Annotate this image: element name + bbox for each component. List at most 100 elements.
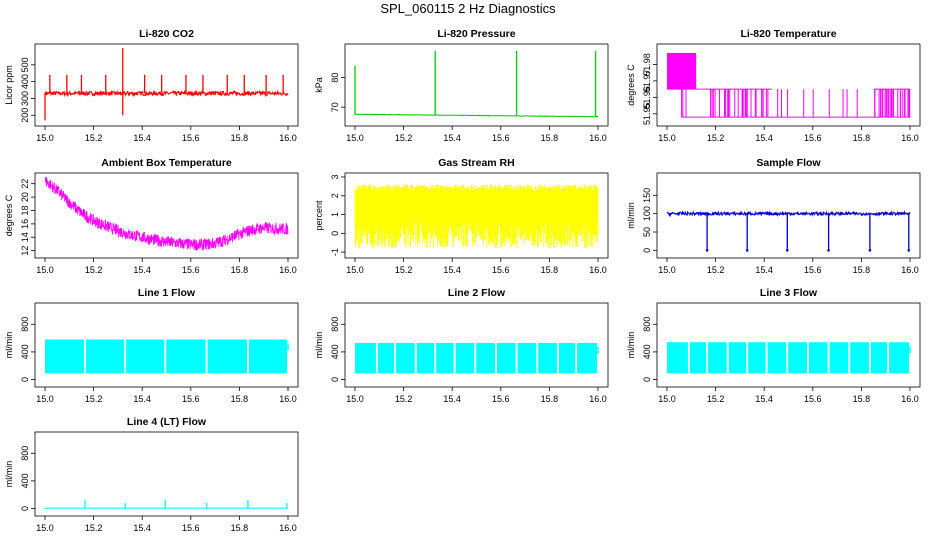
series-line-press [354,113,599,118]
plot-title-press: Li-820 Pressure [437,28,515,40]
flow-block-l1 [86,339,125,374]
y-axis-label-btemp: degrees C [4,194,14,236]
plot-title-btemp: Ambient Box Temperature [101,157,232,169]
figure-title: SPL_060115 2 Hz Diagnostics [380,1,556,16]
plot-frame-l2 [344,302,609,388]
y-tick-label-l4: 800 [20,446,30,461]
plot-frame-btemp [34,172,299,259]
y-tick-label-l2: 800 [330,317,340,332]
y-axis-label-l3: ml/min [626,332,636,359]
x-tick-label-rh: 15.0 [346,265,364,275]
y-tick-label-l4: 0 [20,506,30,511]
x-tick-label-ltemp: 15.8 [853,133,871,143]
series-line-sflow [666,210,911,218]
x-tick-label-sflow: 15.4 [755,265,773,275]
flow-block-l3 [748,342,766,374]
x-tick-label-l3: 15.8 [853,394,871,404]
flow-block-l2 [355,342,376,374]
x-tick-label-l3: 15.0 [658,394,676,404]
y-tick-label-l1: 400 [20,344,30,359]
x-tick-label-l2: 15.4 [443,394,461,404]
dip-point-sflow [705,249,709,252]
y-tick-label-btemp: 18 [20,205,30,215]
x-tick-label-btemp: 15.6 [182,265,200,275]
x-tick-label-l4: 15.6 [182,523,200,533]
flow-block-l3 [708,342,727,374]
x-tick-label-press: 15.0 [346,133,364,143]
flow-block-l2 [496,342,516,374]
flow-block-l1 [45,339,85,374]
dip-point-sflow [907,249,911,252]
x-tick-label-sflow: 15.0 [658,265,676,275]
y-tick-label-rh: 3 [330,174,340,179]
plot-frame-ltemp [656,43,921,127]
x-tick-label-sflow: 15.2 [707,265,725,275]
y-tick-label-rh: -1 [330,248,340,256]
x-tick-label-l1: 16.0 [279,394,297,404]
flow-block-l3 [889,342,910,374]
x-tick-label-press: 15.4 [443,133,461,143]
plot-frame-sflow [656,172,921,259]
dip-point-sflow [868,249,872,252]
y-tick-label-btemp: 14 [20,232,30,242]
y-tick-label-l2: 0 [330,377,340,382]
x-tick-label-l1: 15.6 [182,394,200,404]
plot-title-rh: Gas Stream RH [438,157,514,169]
plot-title-l3: Line 3 Flow [760,287,818,299]
x-tick-label-l1: 15.0 [36,394,54,404]
y-axis-label-l2: ml/min [314,332,324,359]
dip-point-sflow [785,249,789,252]
x-tick-label-l4: 16.0 [279,523,297,533]
x-tick-label-ltemp: 15.2 [707,133,725,143]
x-tick-label-l4: 15.4 [133,523,151,533]
plot-frame-press [344,43,609,127]
y-axis-label-press: kPa [314,77,324,93]
x-tick-label-press: 15.6 [492,133,510,143]
x-tick-label-l4: 15.8 [231,523,249,533]
plot-title-l4: Line 4 (LT) Flow [127,416,207,428]
x-tick-label-l2: 15.0 [346,394,364,404]
flow-block-l2 [436,342,454,374]
x-tick-label-ltemp: 15.0 [658,133,676,143]
y-tick-label-l3: 0 [642,377,652,382]
y-tick-label-sflow: 50 [642,227,652,237]
x-tick-label-l4: 15.2 [85,523,103,533]
flow-block-l3 [850,342,869,374]
plot-title-sflow: Sample Flow [756,157,821,169]
y-axis-label-sflow: ml/min [626,202,636,229]
x-tick-label-sflow: 15.6 [804,265,822,275]
y-tick-label-ltemp: 51.97 [642,70,652,93]
y-tick-label-rh: 0 [330,231,340,236]
flow-block-l3 [829,342,849,374]
x-tick-label-l2: 16.0 [589,394,607,404]
dip-point-sflow [745,249,749,252]
flow-block-l2 [558,342,576,374]
dip-point-sflow [827,249,830,252]
y-tick-label-sflow: 150 [642,188,652,203]
series-line-co2 [44,89,289,98]
x-tick-label-ltemp: 16.0 [901,133,919,143]
x-tick-label-btemp: 16.0 [279,265,297,275]
x-tick-label-btemp: 15.0 [36,265,54,275]
y-tick-label-btemp: 16 [20,219,30,229]
y-tick-label-ltemp: 51.98 [642,53,652,76]
y-tick-label-sflow: 0 [642,248,652,253]
y-tick-label-ltemp: 51.96 [642,86,652,109]
y-tick-label-btemp: 22 [20,179,30,189]
y-tick-label-rh: 2 [330,193,340,198]
flow-block-l2 [455,342,475,374]
level-block-ltemp [667,52,697,90]
y-tick-label-btemp: 12 [20,246,30,256]
plot-title-ltemp: Li-820 Temperature [740,28,836,40]
y-tick-label-l2: 400 [330,344,340,359]
flow-block-l2 [577,342,598,374]
plot-frame-l1 [34,302,299,388]
flow-block-l3 [767,342,787,374]
y-tick-label-l4: 400 [20,473,30,488]
x-tick-label-l1: 15.4 [133,394,151,404]
y-tick-label-l3: 800 [642,317,652,332]
flow-block-l3 [788,342,807,374]
plot-title-l2: Line 2 Flow [448,287,506,299]
x-tick-label-btemp: 15.8 [231,265,249,275]
